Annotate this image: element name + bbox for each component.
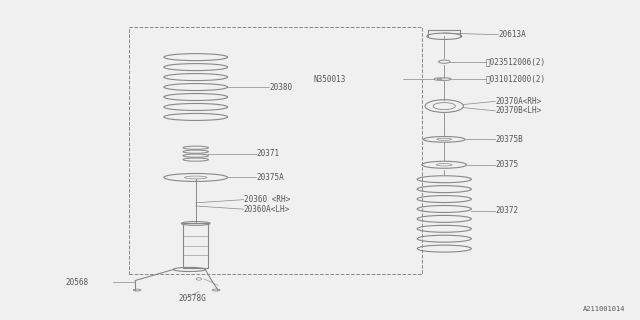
Text: 20370A<RH>: 20370A<RH>: [495, 97, 541, 106]
Text: 20360A<LH>: 20360A<LH>: [244, 205, 290, 214]
Text: 20568: 20568: [65, 278, 88, 287]
Text: Ⓝ023512006(2): Ⓝ023512006(2): [486, 57, 546, 66]
Text: A211001014: A211001014: [584, 306, 626, 312]
Text: Ⓚ031012000(2): Ⓚ031012000(2): [486, 75, 546, 84]
Text: 20578G: 20578G: [179, 294, 206, 303]
Text: 20372: 20372: [495, 206, 518, 215]
Text: 20370B<LH>: 20370B<LH>: [495, 106, 541, 115]
Bar: [183, 223, 209, 268]
Text: 20380: 20380: [269, 83, 292, 92]
Text: 20613A: 20613A: [499, 30, 526, 39]
Text: 20360 <RH>: 20360 <RH>: [244, 195, 290, 204]
Text: 20375: 20375: [495, 160, 518, 169]
Text: 20375B: 20375B: [495, 135, 523, 144]
Text: 20371: 20371: [256, 149, 280, 158]
Text: N350013: N350013: [314, 75, 346, 84]
Text: 20375A: 20375A: [256, 173, 284, 182]
